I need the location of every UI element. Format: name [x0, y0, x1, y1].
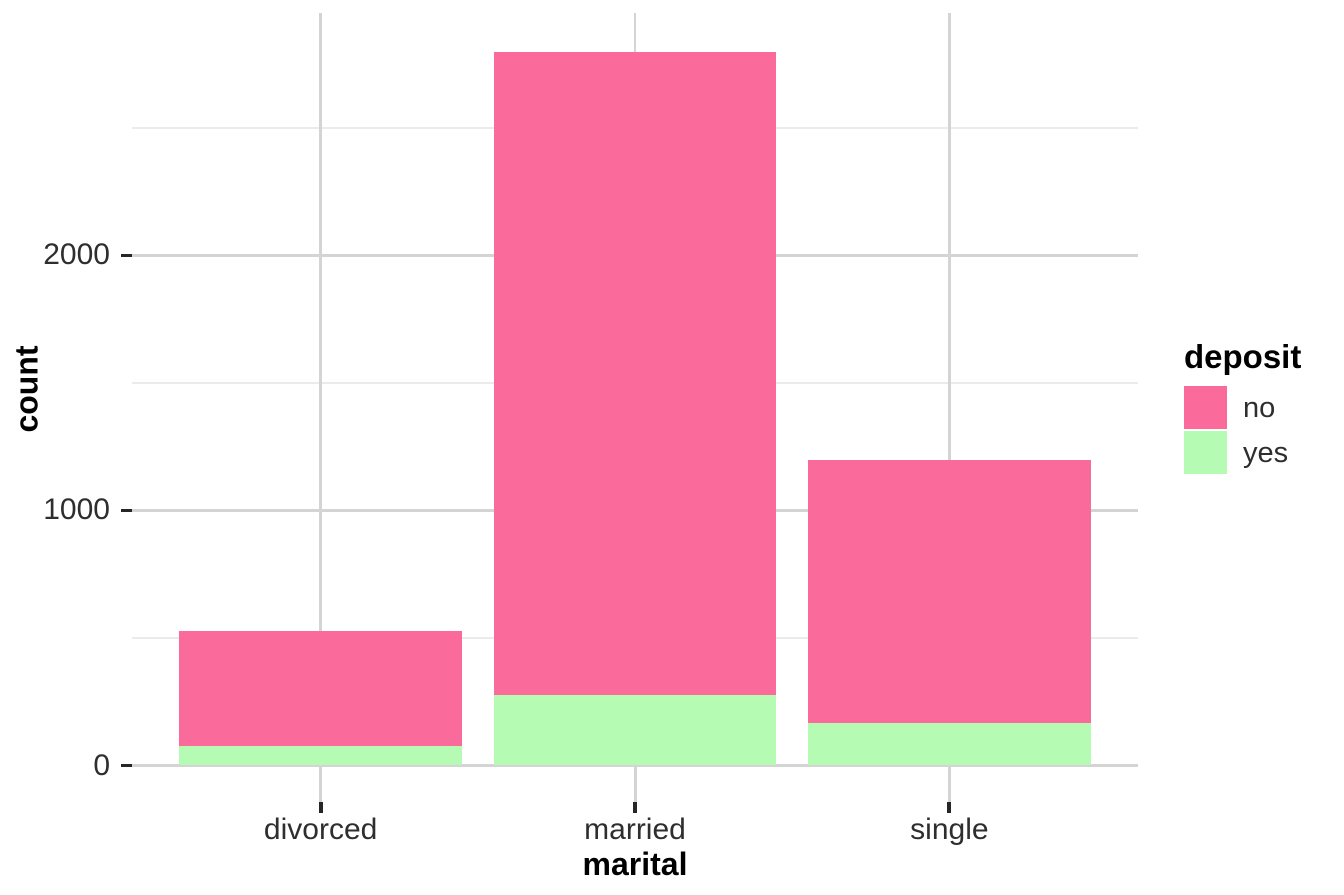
x-tick-stem-single — [947, 765, 951, 802]
legend-title: deposit — [1184, 338, 1302, 375]
x-tick-mark-single — [947, 801, 952, 813]
bar-segment-divorced-no — [179, 630, 463, 746]
x-tick-stem-married — [633, 765, 637, 802]
y-tick-label-2000: 2000 — [43, 238, 110, 272]
x-tick-stem-divorced — [319, 765, 323, 802]
legend-label-yes: yes — [1243, 436, 1289, 469]
x-tick-label-married: married — [584, 812, 686, 846]
bar-segment-single-no — [807, 460, 1091, 723]
legend-entry-yes: yes — [1184, 431, 1301, 474]
x-tick-mark-married — [633, 801, 637, 813]
y-tick-label-0: 0 — [93, 748, 110, 782]
legend-swatch-yes — [1184, 431, 1227, 474]
legend-entry-no: no — [1184, 386, 1301, 429]
x-tick-mark-divorced — [318, 801, 323, 813]
bar-segment-married-no — [493, 52, 777, 695]
x-tick-label-divorced: divorced — [263, 812, 378, 846]
y-tick-mark-0 — [121, 764, 132, 767]
vertical-gridline-divorced — [319, 13, 322, 766]
vertical-gridline-single — [948, 13, 951, 766]
legend-entries: no yes — [1184, 386, 1301, 474]
y-tick-mark-2000 — [121, 253, 132, 257]
y-tick-label-1000: 1000 — [43, 493, 110, 527]
bar-segment-divorced-yes — [179, 745, 463, 766]
bar-segment-married-yes — [493, 694, 777, 766]
legend-label-no: no — [1243, 391, 1276, 424]
x-tick-label-single: single — [910, 812, 989, 846]
legend: deposit no yes — [1184, 339, 1301, 476]
legend-swatch-no — [1184, 386, 1227, 429]
y-axis-title: count — [8, 345, 45, 433]
bar-segment-single-yes — [807, 722, 1091, 766]
y-tick-mark-1000 — [121, 508, 132, 512]
x-axis-title: marital — [582, 846, 688, 882]
